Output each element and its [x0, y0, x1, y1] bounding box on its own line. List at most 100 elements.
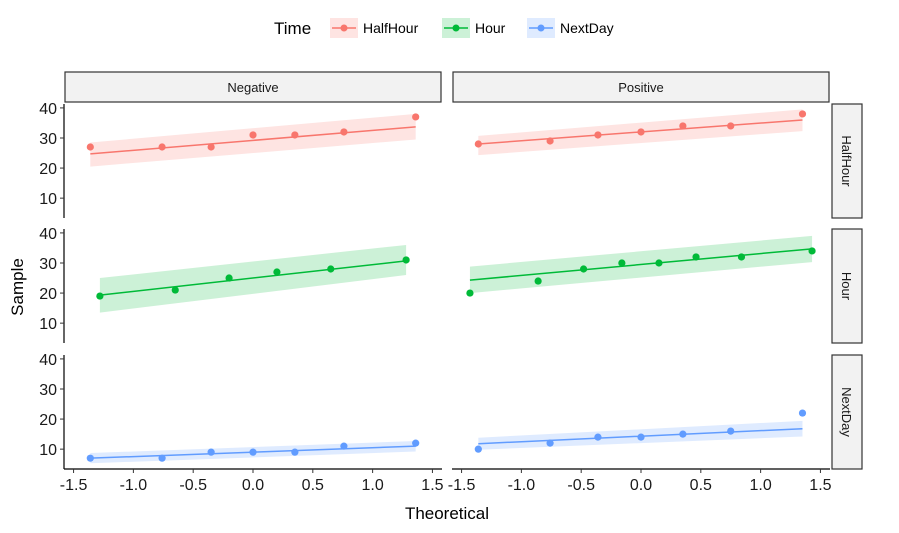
y-axis-label: Sample [8, 258, 27, 316]
data-point [594, 131, 602, 139]
data-point [534, 277, 542, 285]
data-point [86, 454, 94, 462]
x-tick-label: 1.5 [421, 477, 443, 494]
data-point [291, 448, 299, 456]
data-point [637, 128, 645, 136]
legend-item-nextday: NextDay [527, 18, 614, 38]
data-point [207, 448, 215, 456]
x-tick-label: 0.0 [630, 477, 652, 494]
data-point [158, 454, 166, 462]
x-tick-label: -1.5 [448, 477, 476, 494]
x-tick-label: -0.5 [179, 477, 207, 494]
legend-key-point [537, 24, 545, 32]
legend-key-point [340, 24, 348, 32]
y-tick-label: 30 [39, 382, 57, 399]
legend: Time HalfHour Hour NextDay [274, 18, 614, 38]
strip-label: HalfHour [839, 135, 854, 187]
data-point [249, 448, 257, 456]
x-tick-label: 0.5 [690, 477, 712, 494]
y-tick-label: 20 [39, 286, 57, 303]
x-tick-label: 0.0 [242, 477, 264, 494]
data-point [798, 110, 807, 118]
data-point [158, 143, 166, 151]
strip-label: Hour [839, 272, 854, 301]
data-point [679, 122, 687, 130]
qq-line [469, 248, 813, 281]
panel-nextday-positive [474, 409, 807, 453]
y-tick-label: 30 [39, 131, 57, 148]
data-point [207, 143, 215, 151]
legend-title: Time [274, 19, 311, 38]
strip-negative [64, 71, 442, 103]
data-point [474, 140, 482, 148]
data-point [273, 268, 281, 276]
panel-nextday-negative [86, 439, 420, 464]
legend-label: NextDay [560, 20, 614, 36]
x-tick-label: -1.5 [60, 477, 88, 494]
data-point [225, 274, 233, 282]
data-point [474, 445, 482, 453]
strip-label: NextDay [839, 387, 854, 437]
y-tick-label: 40 [39, 352, 57, 369]
panel-halfhour-positive [474, 109, 807, 156]
data-point [412, 113, 420, 121]
data-point [291, 131, 299, 139]
data-point [594, 433, 602, 441]
y-tick-label: 10 [39, 316, 57, 333]
x-tick-label: 0.5 [302, 477, 324, 494]
data-point [340, 442, 348, 450]
data-point [655, 259, 663, 267]
data-point [340, 128, 348, 136]
y-tick-label: 40 [39, 226, 57, 243]
data-point [546, 439, 554, 447]
panel-hour-negative [96, 244, 410, 313]
data-point [579, 265, 588, 273]
data-point [727, 122, 735, 130]
y-tick-label: 10 [39, 442, 57, 459]
y-tick-label: 20 [39, 161, 57, 178]
data-point [96, 292, 104, 300]
panel-hour-positive [466, 235, 816, 297]
x-tick-label: -1.0 [120, 477, 148, 494]
x-tick-label: 1.0 [361, 477, 383, 494]
y-tick-label: 20 [39, 412, 57, 429]
data-point [86, 143, 94, 151]
y-tick-label: 10 [39, 191, 57, 208]
data-point [727, 427, 735, 435]
data-point [466, 289, 474, 297]
legend-key-point [452, 24, 460, 32]
strip-positive [452, 71, 830, 103]
qq-line [90, 126, 416, 155]
data-point [171, 286, 179, 294]
legend-label: Hour [475, 20, 506, 36]
legend-label: HalfHour [363, 20, 419, 36]
data-point [637, 433, 645, 441]
data-point [546, 137, 554, 145]
x-tick-label: -1.0 [508, 477, 536, 494]
x-tick-label: -0.5 [567, 477, 595, 494]
strip-nextday [831, 354, 863, 470]
data-point [798, 409, 807, 417]
strip-label: Positive [618, 80, 664, 95]
data-point [412, 439, 420, 447]
strip-halfhour [831, 103, 863, 219]
data-point [692, 253, 700, 261]
data-point [618, 259, 626, 267]
data-point [808, 247, 816, 255]
data-point [679, 430, 687, 438]
strip-hour [831, 228, 863, 344]
x-axis-label: Theoretical [405, 504, 489, 523]
data-point [249, 131, 257, 139]
x-tick-label: 1.5 [809, 477, 831, 494]
strip-label: Negative [227, 80, 278, 95]
qq-line [99, 260, 407, 296]
data-point [402, 256, 410, 264]
panel-halfhour-negative [86, 113, 420, 167]
x-tick-label: 1.0 [749, 477, 771, 494]
y-tick-label: 30 [39, 256, 57, 273]
legend-item-halfhour: HalfHour [330, 18, 419, 38]
data-point [327, 265, 335, 273]
y-tick-label: 40 [39, 101, 57, 118]
legend-item-hour: Hour [442, 18, 506, 38]
